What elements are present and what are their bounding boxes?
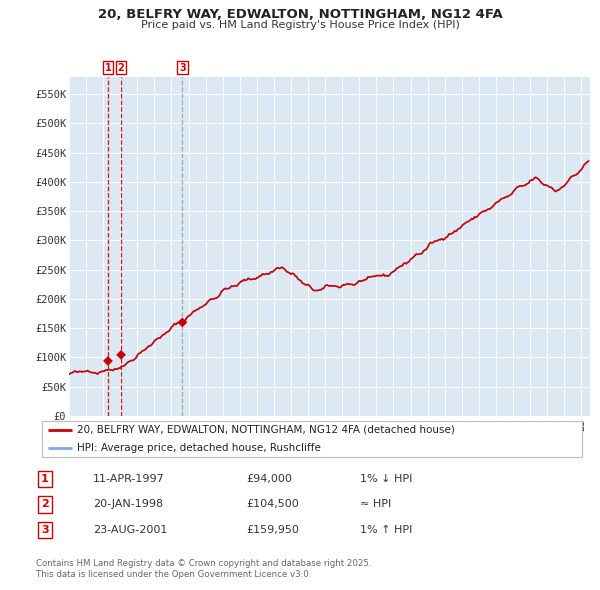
Text: Price paid vs. HM Land Registry's House Price Index (HPI): Price paid vs. HM Land Registry's House … xyxy=(140,20,460,30)
Point xyxy=(178,317,187,327)
Text: £104,500: £104,500 xyxy=(246,500,299,509)
Text: 1% ↓ HPI: 1% ↓ HPI xyxy=(360,474,412,484)
Point xyxy=(116,350,126,359)
Text: 1: 1 xyxy=(104,63,112,73)
Text: 20-JAN-1998: 20-JAN-1998 xyxy=(93,500,163,509)
Point xyxy=(103,356,113,366)
Text: 1% ↑ HPI: 1% ↑ HPI xyxy=(360,525,412,535)
Text: HPI: Average price, detached house, Rushcliffe: HPI: Average price, detached house, Rush… xyxy=(77,443,321,453)
Text: 3: 3 xyxy=(41,525,49,535)
Text: 23-AUG-2001: 23-AUG-2001 xyxy=(93,525,167,535)
Text: This data is licensed under the Open Government Licence v3.0.: This data is licensed under the Open Gov… xyxy=(36,571,311,579)
Text: 11-APR-1997: 11-APR-1997 xyxy=(93,474,165,484)
Text: 20, BELFRY WAY, EDWALTON, NOTTINGHAM, NG12 4FA (detached house): 20, BELFRY WAY, EDWALTON, NOTTINGHAM, NG… xyxy=(77,425,455,435)
Text: 3: 3 xyxy=(179,63,186,73)
Text: £159,950: £159,950 xyxy=(246,525,299,535)
Text: 1: 1 xyxy=(41,474,49,484)
Text: 20, BELFRY WAY, EDWALTON, NOTTINGHAM, NG12 4FA: 20, BELFRY WAY, EDWALTON, NOTTINGHAM, NG… xyxy=(98,8,502,21)
Text: £94,000: £94,000 xyxy=(246,474,292,484)
Text: Contains HM Land Registry data © Crown copyright and database right 2025.: Contains HM Land Registry data © Crown c… xyxy=(36,559,371,568)
Text: 2: 2 xyxy=(118,63,124,73)
Text: ≈ HPI: ≈ HPI xyxy=(360,500,391,509)
Text: 2: 2 xyxy=(41,500,49,509)
